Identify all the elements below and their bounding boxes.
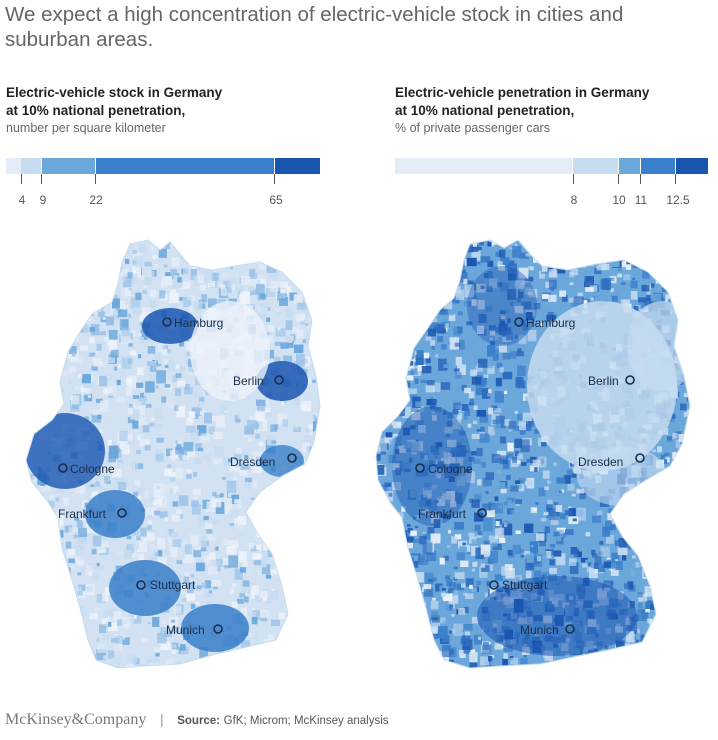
right-legend-label-12-5: 12.5	[666, 193, 690, 207]
city-label-dresden: Dresden	[230, 455, 275, 469]
right-legend-tick	[573, 174, 574, 184]
city-label-stuttgart: Stuttgart	[150, 578, 196, 592]
city-dot-icon	[489, 580, 499, 590]
source-label: Source:	[177, 715, 221, 727]
city-label-berlin: Berlin	[588, 374, 619, 388]
city-marker-munich: Munich	[166, 623, 223, 637]
city-dot-icon	[514, 317, 524, 327]
right-legend-segment-3	[641, 158, 675, 174]
right-map-cities: Hamburg Berlin Cologne Dresden Frankfurt…	[415, 316, 645, 637]
left-legend-segment-4	[275, 158, 320, 174]
right-panel-title-line2: at 10% national penetration,	[395, 103, 575, 118]
right-legend-tick	[640, 174, 641, 184]
right-legend-label-11: 11	[634, 193, 648, 207]
right-panel-subtitle: % of private passenger cars	[395, 121, 550, 135]
left-legend-segment-2	[42, 158, 95, 174]
city-marker-hamburg: Hamburg	[514, 316, 575, 330]
city-label-cologne: Cologne	[70, 462, 115, 476]
right-panel-title-line1: Electric-vehicle penetration in Germany	[395, 85, 650, 100]
left-legend-label-9: 9	[39, 193, 47, 207]
city-marker-dresden: Dresden	[578, 453, 645, 469]
city-marker-frankfurt: Frankfurt	[58, 507, 127, 521]
left-legend-label-65: 65	[269, 193, 283, 207]
right-legend-segment-0	[395, 158, 572, 174]
left-legend-segment-1	[21, 158, 41, 174]
city-label-stuttgart: Stuttgart	[502, 578, 548, 592]
city-label-cologne: Cologne	[428, 462, 473, 476]
left-legend-segment-3	[96, 158, 274, 174]
right-legend-segment-4	[676, 158, 708, 174]
left-map: Hamburg Berlin Cologne Dresden Frankfurt…	[20, 236, 332, 676]
left-legend-tick	[95, 174, 96, 184]
left-legend: 4 9 22 65	[6, 158, 320, 218]
city-label-munich: Munich	[520, 623, 559, 637]
right-map: Hamburg Berlin Cologne Dresden Frankfurt…	[372, 236, 702, 676]
right-legend-tick	[675, 174, 676, 184]
left-map-svg: Hamburg Berlin Cologne Dresden Frankfurt…	[25, 239, 321, 669]
city-label-hamburg: Hamburg	[526, 316, 575, 330]
right-legend-segment-2	[619, 158, 640, 174]
city-marker-hamburg: Hamburg	[162, 316, 223, 330]
city-marker-cologne: Cologne	[415, 462, 473, 476]
city-marker-munich: Munich	[520, 623, 575, 637]
left-legend-segment-0	[6, 158, 21, 174]
footer-separator: |	[159, 711, 164, 727]
city-label-hamburg: Hamburg	[174, 316, 223, 330]
city-dot-icon	[477, 508, 487, 518]
city-dot-icon	[625, 375, 635, 385]
left-map-cities: Hamburg Berlin Cologne Dresden Frankfurt…	[58, 316, 297, 637]
city-dot-icon	[213, 624, 223, 634]
city-label-berlin: Berlin	[233, 374, 264, 388]
right-map-fill	[376, 240, 690, 668]
left-panel-header: Electric-vehicle stock in Germany at 10%…	[6, 84, 336, 137]
city-dot-icon	[635, 453, 645, 463]
city-marker-stuttgart: Stuttgart	[489, 578, 548, 592]
left-legend-tick	[21, 174, 22, 184]
city-dot-icon	[274, 375, 284, 385]
headline: We expect a high concentration of electr…	[5, 3, 624, 51]
right-legend-tick	[618, 174, 619, 184]
right-legend-label-8: 8	[570, 193, 578, 207]
city-dot-icon	[117, 508, 127, 518]
city-label-frankfurt: Frankfurt	[58, 507, 107, 521]
city-dot-icon	[136, 580, 146, 590]
right-map-svg: Hamburg Berlin Cologne Dresden Frankfurt…	[375, 239, 691, 669]
right-legend-segment-1	[573, 158, 618, 174]
city-label-munich: Munich	[166, 623, 205, 637]
left-legend-tick	[41, 174, 42, 184]
footer: McKinsey&Company | Source: GfK; Microm; …	[5, 711, 389, 729]
left-legend-label-4: 4	[18, 193, 26, 207]
right-legend-label-10: 10	[612, 193, 626, 207]
city-dot-icon	[162, 317, 172, 327]
right-panel-header: Electric-vehicle penetration in Germany …	[395, 84, 718, 137]
left-panel-subtitle: number per square kilometer	[6, 121, 166, 135]
city-marker-cologne: Cologne	[58, 462, 115, 476]
city-label-dresden: Dresden	[578, 455, 623, 469]
brand-logo: McKinsey&Company	[5, 711, 147, 728]
city-marker-berlin: Berlin	[588, 374, 635, 388]
city-marker-dresden: Dresden	[230, 453, 297, 469]
city-marker-berlin: Berlin	[233, 374, 284, 388]
left-panel-title-line2: at 10% national penetration,	[6, 103, 186, 118]
source-text: GfK; Microm; McKinsey analysis	[223, 715, 389, 727]
right-legend: 8 10 11 12.5	[395, 158, 708, 218]
left-legend-tick	[274, 174, 275, 184]
left-map-fill	[26, 240, 320, 668]
city-dot-icon	[58, 463, 68, 473]
left-legend-label-22: 22	[89, 193, 103, 207]
left-panel-title-line1: Electric-vehicle stock in Germany	[6, 85, 223, 100]
city-marker-stuttgart: Stuttgart	[136, 578, 196, 592]
city-label-frankfurt: Frankfurt	[418, 507, 467, 521]
city-dot-icon	[415, 463, 425, 473]
city-marker-frankfurt: Frankfurt	[418, 507, 487, 521]
city-dot-icon	[287, 453, 297, 463]
city-dot-icon	[565, 624, 575, 634]
